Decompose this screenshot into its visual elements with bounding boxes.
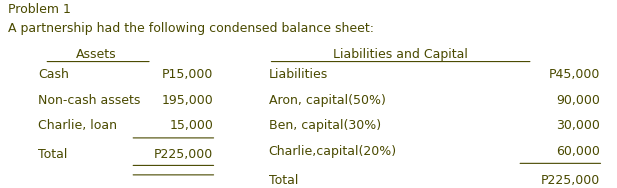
Text: Total: Total (38, 148, 68, 161)
Text: Liabilities and Capital: Liabilities and Capital (333, 48, 468, 61)
Text: P45,000: P45,000 (549, 68, 600, 81)
Text: Problem 1: Problem 1 (7, 3, 70, 16)
Text: 60,000: 60,000 (557, 145, 600, 158)
Text: Assets: Assets (77, 48, 117, 61)
Text: P225,000: P225,000 (541, 174, 600, 187)
Text: 90,000: 90,000 (557, 94, 600, 107)
Text: Ben, capital(30%): Ben, capital(30%) (268, 119, 381, 132)
Text: Total: Total (268, 174, 298, 187)
Text: P225,000: P225,000 (154, 148, 213, 161)
Text: Charlie,capital(20%): Charlie,capital(20%) (268, 145, 397, 158)
Text: 195,000: 195,000 (162, 94, 213, 107)
Text: A partnership had the following condensed balance sheet:: A partnership had the following condense… (7, 22, 373, 35)
Text: Non-cash assets: Non-cash assets (38, 94, 141, 107)
Text: P15,000: P15,000 (162, 68, 213, 81)
Text: 15,000: 15,000 (170, 119, 213, 132)
Text: 30,000: 30,000 (557, 119, 600, 132)
Text: Charlie, loan: Charlie, loan (38, 119, 117, 132)
Text: Aron, capital(50%): Aron, capital(50%) (268, 94, 386, 107)
Text: Cash: Cash (38, 68, 69, 81)
Text: Liabilities: Liabilities (268, 68, 328, 81)
